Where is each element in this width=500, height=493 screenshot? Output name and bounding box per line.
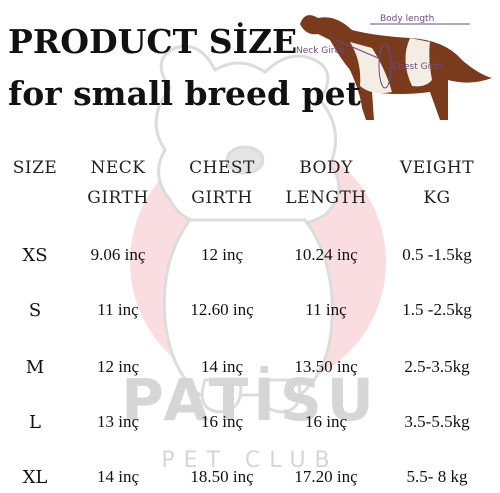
row-xs-size: XS <box>22 245 48 266</box>
row-s-chest: 12.60 inç <box>190 300 254 319</box>
row-xl-body: 17.20 inç <box>294 467 358 486</box>
page-title: PRODUCT SİZE <box>8 22 298 61</box>
row-l-weight: 3.5-5.5kg <box>404 412 470 431</box>
row-xs-neck: 9.06 inç <box>90 245 146 264</box>
row-xl-chest: 18.50 inç <box>190 467 254 486</box>
row-xl-weight: 5.5- 8 kg <box>406 467 468 486</box>
row-m-weight: 2.5-3.5kg <box>404 357 470 376</box>
header-chest-line1: CHEST <box>189 158 255 178</box>
row-s-weight: 1.5 -2.5kg <box>402 300 472 319</box>
chest-girth-label: Chest Girth <box>392 62 444 72</box>
row-l-size: L <box>29 412 41 433</box>
dog-watermark-illustration <box>154 44 341 414</box>
brand-watermark-sub: PET CLUB <box>161 448 339 473</box>
dog-measurement-diagram <box>300 15 492 120</box>
row-xs-weight: 0.5 -1.5kg <box>402 245 472 264</box>
row-l-body: 16 inç <box>304 412 348 431</box>
header-neck-line2: GIRTH <box>87 188 149 208</box>
row-xs-chest: 12 inç <box>200 245 244 264</box>
row-s-body: 11 inç <box>305 300 347 319</box>
page-subtitle: for small breed pet <box>8 74 361 113</box>
row-m-chest: 14 inç <box>200 357 244 376</box>
row-l-neck: 13 inç <box>96 412 140 431</box>
row-m-body: 13.50 inç <box>294 357 358 376</box>
header-weight-line2: KG <box>423 188 451 208</box>
header-chest-girth: CHEST GIRTH <box>170 153 274 213</box>
row-s-size: S <box>28 300 42 321</box>
header-body-length: BODY LENGTH <box>276 153 376 213</box>
body-length-label: Body length <box>380 14 435 24</box>
row-m-size: M <box>25 357 45 378</box>
header-weight-line1: VEIGHT <box>399 158 475 178</box>
header-size-line1: SIZE <box>12 158 58 178</box>
row-s-neck: 11 inç <box>97 300 139 319</box>
header-size: SIZE <box>8 153 62 183</box>
header-neck-girth: NECK GIRTH <box>68 153 168 213</box>
row-xl-neck: 14 inç <box>96 467 140 486</box>
row-m-neck: 12 inç <box>96 357 140 376</box>
header-chest-line2: GIRTH <box>191 188 253 208</box>
neck-girth-label: Neck Girth <box>296 46 344 56</box>
brand-watermark: PATİSU <box>121 366 379 434</box>
header-body-line2: LENGTH <box>285 188 367 208</box>
header-neck-line1: NECK <box>90 158 146 178</box>
header-weight-kg: VEIGHT KG <box>378 153 496 213</box>
header-body-line1: BODY <box>299 158 353 178</box>
row-xl-size: XL <box>22 467 48 488</box>
row-l-chest: 16 inç <box>200 412 244 431</box>
row-xs-body: 10.24 inç <box>294 245 358 264</box>
